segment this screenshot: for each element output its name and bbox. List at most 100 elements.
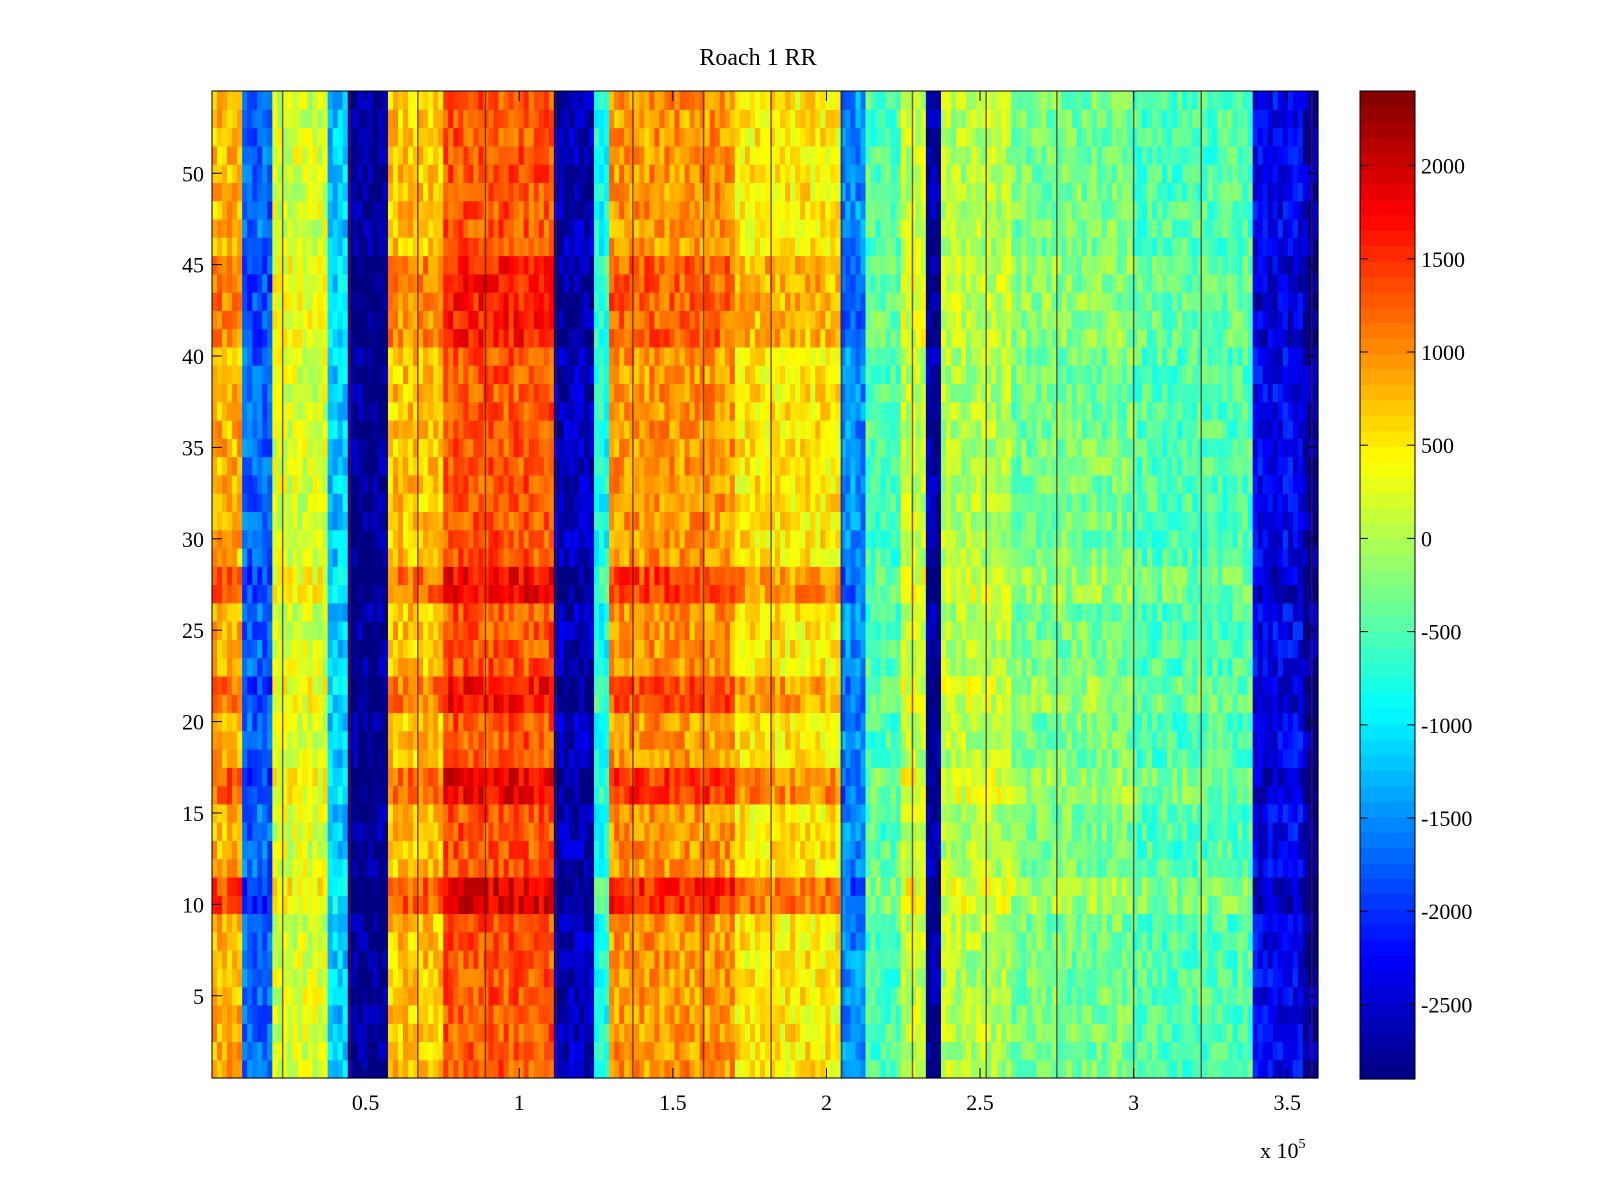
- heatmap-cell: [664, 712, 671, 732]
- heatmap-cell: [940, 1004, 947, 1024]
- heatmap-cell: [433, 749, 439, 768]
- heatmap-cell: [1262, 840, 1269, 860]
- heatmap-cell: [1267, 895, 1274, 915]
- heatmap-cell: [1147, 986, 1153, 1006]
- heatmap-cell: [699, 876, 706, 896]
- heatmap-cell: [961, 767, 967, 787]
- heatmap-cell: [463, 950, 469, 969]
- heatmap-cell: [277, 675, 283, 695]
- heatmap-cell: [1267, 1004, 1274, 1024]
- heatmap-cell: [1182, 767, 1188, 787]
- heatmap-cell: [1066, 895, 1073, 915]
- heatmap-cell: [342, 1059, 349, 1079]
- heatmap-cell: [981, 840, 987, 860]
- heatmap-cell: [342, 895, 349, 915]
- heatmap-cell: [483, 803, 490, 823]
- heatmap-cell: [1126, 858, 1133, 878]
- heatmap-cell: [543, 895, 550, 915]
- heatmap-cell: [1172, 803, 1178, 823]
- heatmap-cell: [1152, 767, 1158, 787]
- heatmap-cell: [704, 1023, 711, 1043]
- heatmap-cell: [1001, 730, 1007, 750]
- heatmap-cell: [885, 1059, 892, 1079]
- heatmap-cell: [1101, 1041, 1108, 1061]
- heatmap-cell: [669, 1059, 676, 1079]
- heatmap-cell: [367, 1041, 374, 1061]
- heatmap-cell: [895, 1059, 902, 1079]
- heatmap-cell: [342, 1041, 349, 1061]
- heatmap-cell: [387, 950, 394, 969]
- heatmap-cell: [1086, 858, 1093, 878]
- heatmap-cell: [573, 1023, 580, 1043]
- heatmap-cell: [528, 1004, 535, 1024]
- heatmap-cell: [629, 675, 635, 695]
- heatmap-cell: [765, 1023, 771, 1043]
- heatmap-cell: [458, 767, 464, 787]
- heatmap-cell: [1021, 803, 1028, 823]
- heatmap-cell: [940, 986, 947, 1006]
- heatmap-cell: [971, 1059, 977, 1079]
- heatmap-cell: [418, 858, 424, 878]
- heatmap-cell: [312, 840, 319, 860]
- heatmap-cell: [920, 950, 927, 969]
- heatmap-cell: [1177, 803, 1183, 823]
- heatmap-cell: [1252, 1059, 1259, 1079]
- heatmap-cell: [217, 840, 223, 860]
- heatmap-cell: [729, 1004, 736, 1024]
- heatmap-cell: [448, 785, 454, 805]
- heatmap-cell: [780, 767, 786, 787]
- heatmap-cell: [594, 931, 600, 951]
- heatmap-cell: [865, 730, 872, 750]
- heatmap-cell: [463, 822, 469, 841]
- heatmap-cell: [1192, 694, 1198, 714]
- heatmap-cell: [976, 986, 982, 1006]
- heatmap-cell: [1081, 1004, 1088, 1024]
- heatmap-cell: [1096, 767, 1103, 787]
- heatmap-cell: [438, 840, 444, 860]
- heatmap-cell: [1297, 1004, 1304, 1024]
- heatmap-cell: [428, 657, 434, 677]
- heatmap-cell: [327, 1004, 334, 1024]
- heatmap-cell: [1116, 913, 1123, 933]
- heatmap-cell: [785, 1023, 791, 1043]
- heatmap-cell: [935, 913, 942, 933]
- heatmap-cell: [1066, 1023, 1073, 1043]
- heatmap-cell: [669, 1041, 676, 1061]
- heatmap-cell: [689, 657, 696, 677]
- heatmap-cell: [408, 895, 414, 915]
- heatmap-cell: [1011, 1059, 1017, 1079]
- heatmap-cell: [1051, 840, 1058, 860]
- heatmap-cell: [478, 1059, 485, 1079]
- heatmap-cell: [1081, 749, 1088, 768]
- heatmap-cell: [945, 749, 952, 768]
- heatmap-cell: [1257, 840, 1264, 860]
- heatmap-cell: [961, 785, 967, 805]
- heatmap-cell: [966, 822, 972, 841]
- heatmap-cell: [578, 1041, 585, 1061]
- heatmap-cell: [483, 730, 490, 750]
- heatmap-cell: [800, 913, 806, 933]
- heatmap-cell: [257, 767, 263, 787]
- heatmap-cell: [1086, 785, 1093, 805]
- heatmap-cell: [709, 803, 716, 823]
- heatmap-cell: [1137, 767, 1143, 787]
- heatmap-cell: [1192, 712, 1198, 732]
- heatmap-cell: [232, 1004, 238, 1024]
- heatmap-cell: [1247, 968, 1254, 988]
- heatmap-cell: [609, 1041, 615, 1061]
- heatmap-cell: [790, 876, 796, 896]
- heatmap-cell: [1307, 1041, 1314, 1061]
- heatmap-cell: [377, 986, 384, 1006]
- heatmap-cell: [1011, 986, 1017, 1006]
- heatmap-cell: [780, 803, 786, 823]
- heatmap-cell: [423, 767, 429, 787]
- heatmap-cell: [599, 657, 605, 677]
- heatmap-cell: [377, 931, 384, 951]
- heatmap-cell: [418, 1004, 424, 1024]
- heatmap-cell: [1172, 876, 1178, 896]
- heatmap-cell: [694, 950, 701, 969]
- heatmap-cell: [498, 986, 505, 1006]
- heatmap-cell: [905, 1004, 912, 1024]
- heatmap-cell: [1167, 1023, 1173, 1043]
- heatmap-cell: [739, 694, 746, 714]
